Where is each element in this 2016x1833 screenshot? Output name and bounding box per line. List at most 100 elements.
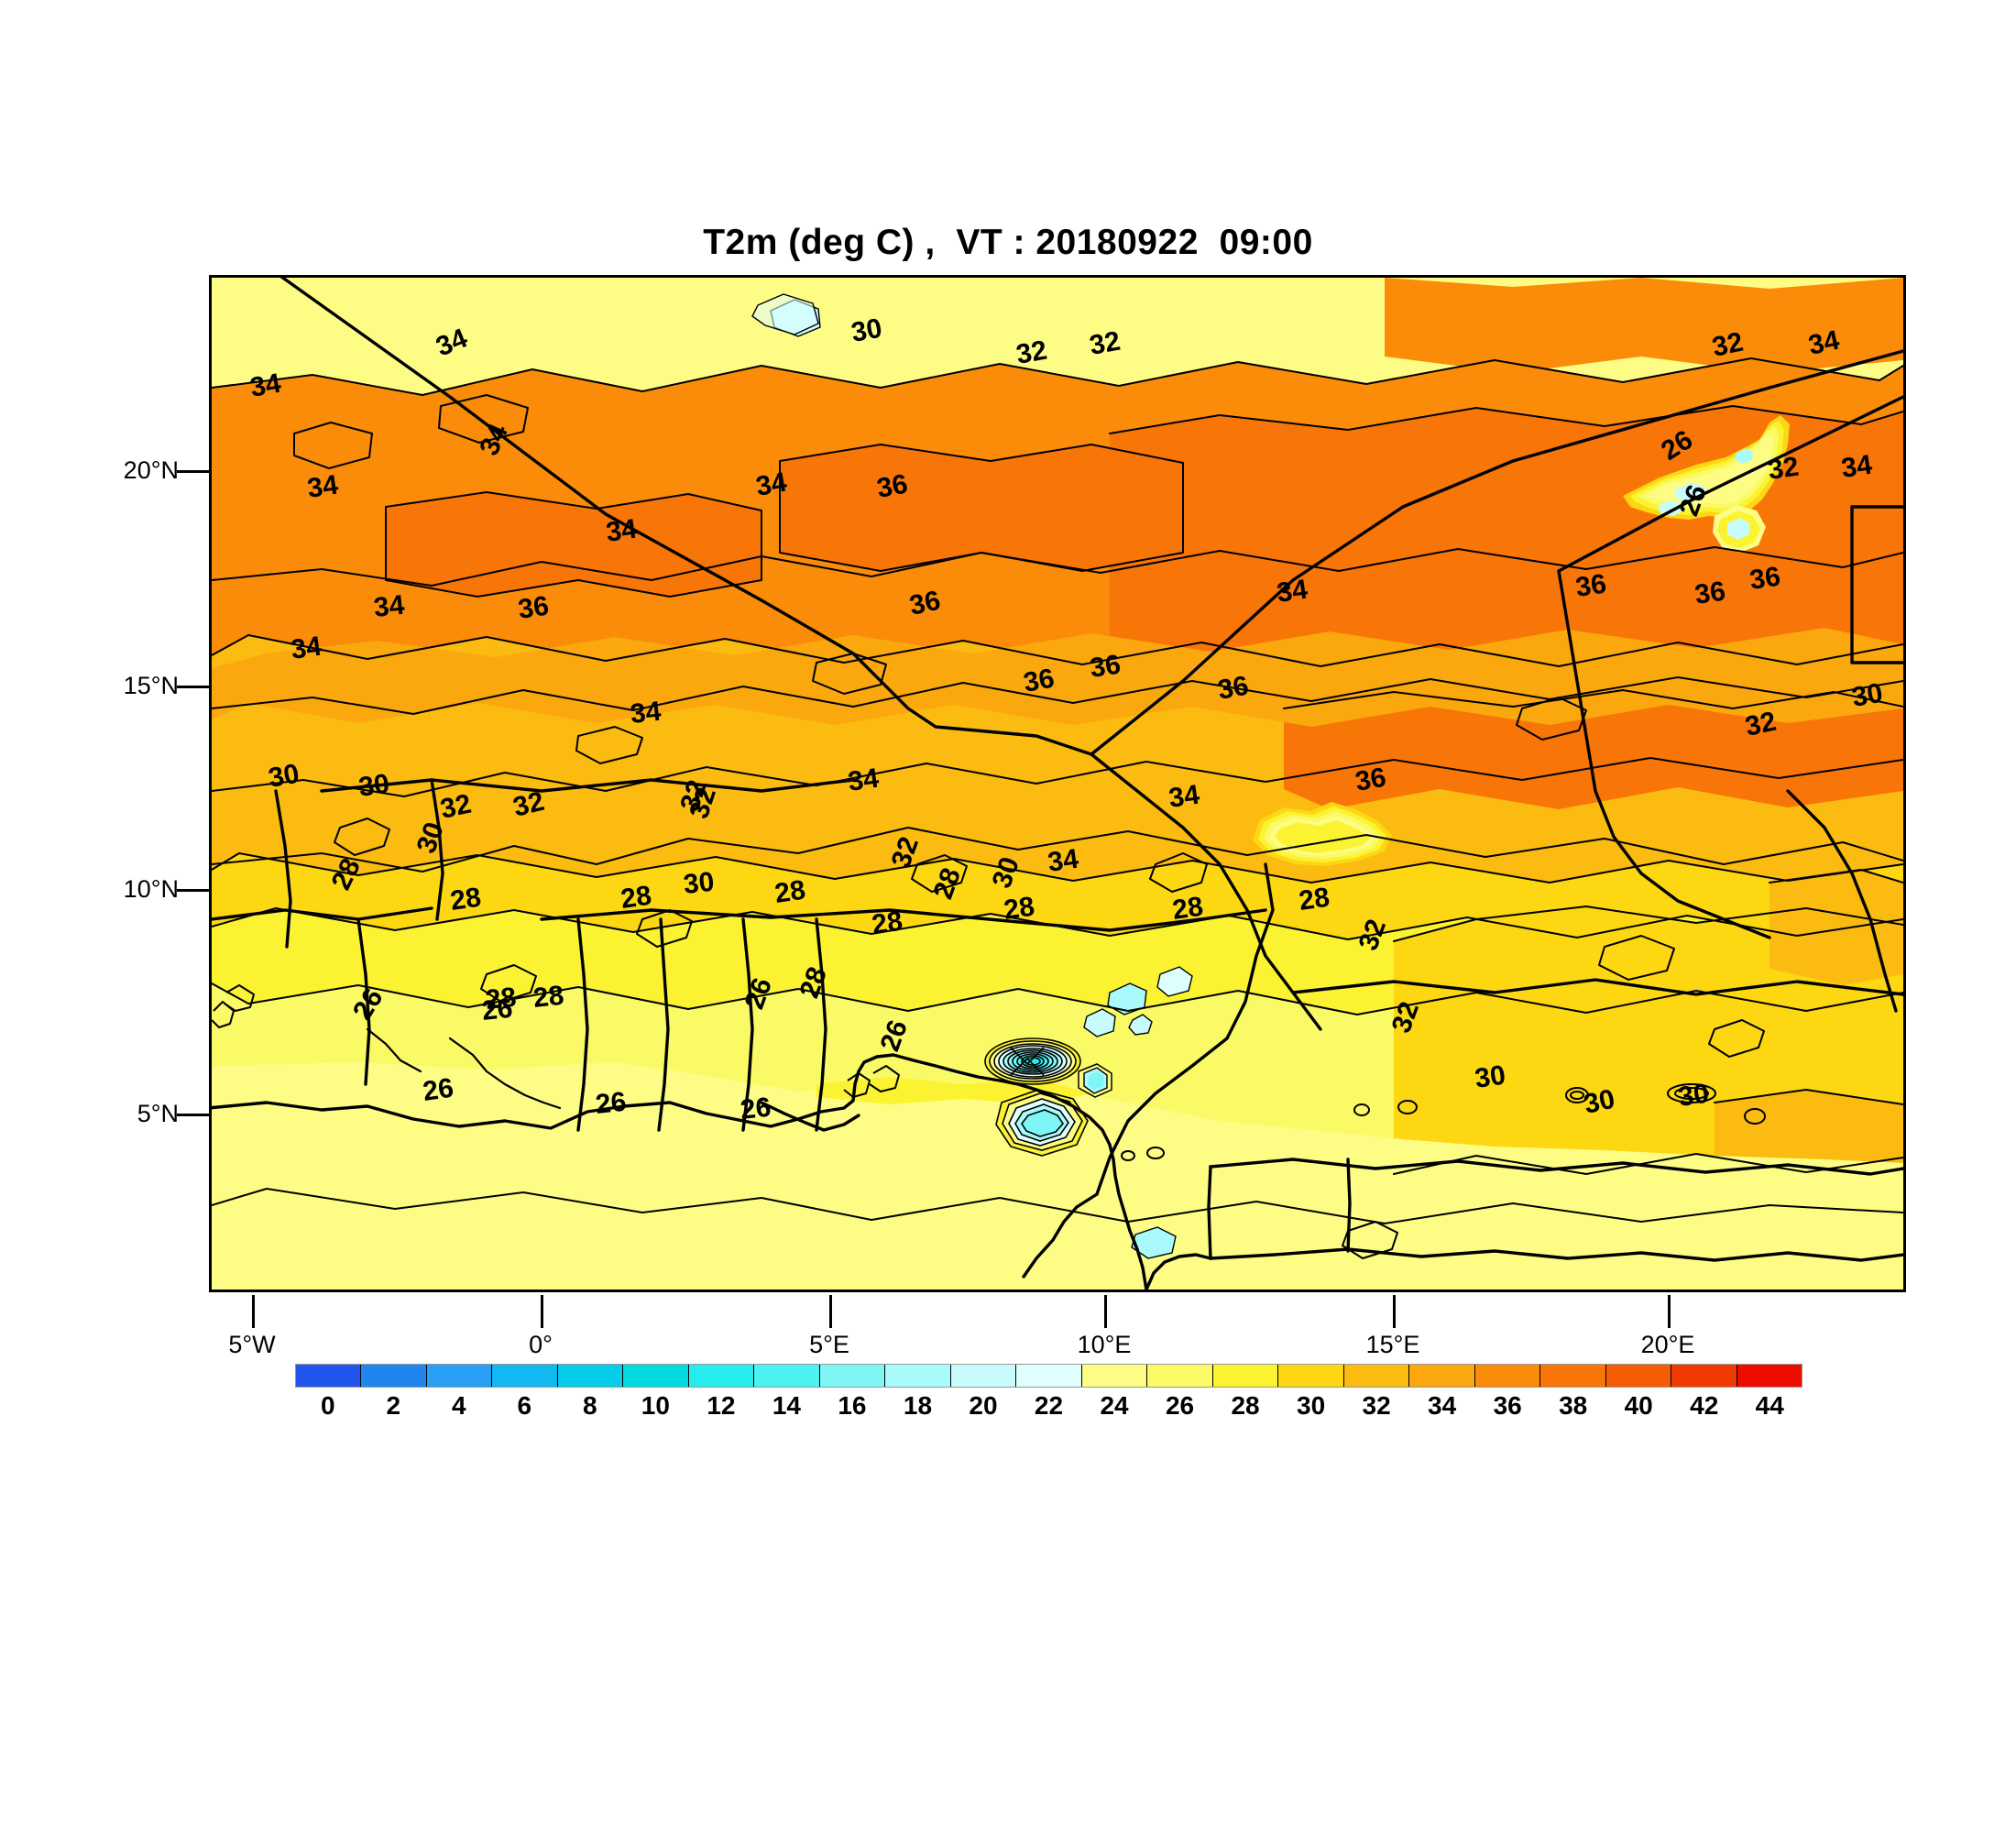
- x-axis-tick-5w: [252, 1295, 255, 1328]
- colorbar-segment: [1147, 1365, 1213, 1387]
- colorbar-tick-label: 10: [641, 1391, 670, 1420]
- y-axis-tick-15n: [177, 686, 210, 688]
- svg-text:36: 36: [1748, 562, 1782, 596]
- colorbar-tick-label: 42: [1690, 1391, 1719, 1420]
- svg-text:28: 28: [531, 981, 565, 1014]
- svg-text:28: 28: [619, 881, 653, 915]
- svg-text:28: 28: [448, 883, 483, 916]
- svg-text:34: 34: [846, 763, 881, 797]
- colorbar-segment: [1409, 1365, 1475, 1387]
- svg-text:28: 28: [484, 982, 518, 1015]
- svg-text:32: 32: [1710, 327, 1747, 363]
- colorbar-segment: [688, 1365, 755, 1387]
- svg-text:34: 34: [247, 368, 283, 403]
- colorbar-segment: [623, 1365, 689, 1387]
- colorbar-segment: [1737, 1365, 1802, 1387]
- colorbar-segment: [885, 1365, 951, 1387]
- svg-text:34: 34: [1046, 844, 1080, 878]
- colorbar-segment: [492, 1365, 558, 1387]
- svg-text:30: 30: [1849, 678, 1885, 713]
- svg-text:36: 36: [1693, 576, 1727, 610]
- colorbar-segment: [1278, 1365, 1344, 1387]
- svg-text:30: 30: [266, 759, 301, 794]
- svg-text:26: 26: [421, 1073, 455, 1107]
- y-axis-tick-20n: [177, 470, 210, 473]
- colorbar-tick-label: 32: [1362, 1391, 1391, 1420]
- svg-text:28: 28: [870, 906, 904, 940]
- svg-text:32: 32: [438, 789, 475, 825]
- x-axis-label-15e: 15°E: [1365, 1331, 1420, 1358]
- colorbar-segment: [1212, 1365, 1279, 1387]
- svg-text:32: 32: [1743, 707, 1780, 742]
- svg-text:36: 36: [874, 469, 910, 504]
- colorbar-tick-label: 4: [452, 1391, 466, 1420]
- svg-text:30: 30: [849, 313, 884, 348]
- colorbar-segment: [1474, 1365, 1541, 1387]
- colorbar-tick-label: 40: [1624, 1391, 1653, 1420]
- x-axis-tick-5e: [829, 1295, 832, 1328]
- svg-text:32: 32: [510, 786, 547, 823]
- colorbar-tick-label: 18: [903, 1391, 933, 1420]
- svg-text:36: 36: [1353, 763, 1388, 797]
- colorbar-tick-label: 30: [1297, 1391, 1326, 1420]
- colorbar-segment: [1540, 1365, 1606, 1387]
- x-axis-tick-20e: [1668, 1295, 1671, 1328]
- svg-text:34: 34: [372, 590, 406, 623]
- colorbar[interactable]: [295, 1364, 1802, 1388]
- x-axis-label-10e: 10°E: [1077, 1331, 1132, 1358]
- x-axis-label-5e: 5°E: [809, 1331, 849, 1358]
- svg-text:26: 26: [594, 1087, 628, 1120]
- colorbar-tick-label: 6: [517, 1391, 532, 1420]
- temperature-contour-map: 34 34 34 34 34 36 32 32 34 30 30 30 28 2…: [212, 278, 1903, 1290]
- svg-text:30: 30: [356, 769, 391, 803]
- colorbar-segment: [1605, 1365, 1672, 1387]
- y-axis-label-20n: 20°N: [123, 456, 179, 484]
- svg-text:34: 34: [1806, 325, 1843, 361]
- svg-text:34: 34: [1839, 450, 1874, 484]
- map-plot-area[interactable]: 34 34 34 34 34 36 32 32 34 30 30 30 28 2…: [209, 275, 1906, 1292]
- x-axis-label-0: 0°: [529, 1331, 553, 1358]
- colorbar-segment: [754, 1365, 820, 1387]
- colorbar-tick-label: 28: [1231, 1391, 1260, 1420]
- colorbar-tick-label: 2: [386, 1391, 401, 1420]
- svg-text:30: 30: [682, 867, 716, 900]
- colorbar-segment: [1016, 1365, 1082, 1387]
- colorbar-tick-labels: 0 2 4 6 8 10 12 14 16 18 20 22 24 26 28 30 32 34 36 38 40 42 4…: [295, 1391, 1802, 1428]
- colorbar-segment: [361, 1365, 427, 1387]
- x-axis-tick-10e: [1104, 1295, 1107, 1328]
- y-axis-label-10n: 10°N: [123, 875, 179, 903]
- colorbar-tick-label: 34: [1428, 1391, 1457, 1420]
- svg-text:32: 32: [1013, 335, 1049, 370]
- colorbar-segment: [426, 1365, 493, 1387]
- colorbar-tick-label: 20: [969, 1391, 998, 1420]
- colorbar-tick-label: 36: [1493, 1391, 1522, 1420]
- svg-text:34: 34: [1167, 780, 1201, 814]
- y-axis-label-15n: 15°N: [123, 672, 179, 699]
- colorbar-segment: [1343, 1365, 1410, 1387]
- svg-text:36: 36: [1088, 650, 1123, 684]
- svg-text:36: 36: [1021, 664, 1057, 698]
- colorbar-tick-label: 8: [583, 1391, 597, 1420]
- svg-text:34: 34: [1275, 575, 1309, 609]
- svg-text:26: 26: [480, 993, 514, 1026]
- svg-text:28: 28: [1170, 892, 1205, 926]
- svg-text:30: 30: [1473, 1060, 1507, 1094]
- svg-text:32: 32: [1766, 452, 1801, 486]
- colorbar-tick-label: 22: [1034, 1391, 1064, 1420]
- colorbar-tick-label: 14: [772, 1391, 801, 1420]
- colorbar-tick-label: 0: [320, 1391, 335, 1420]
- svg-text:34: 34: [753, 467, 789, 502]
- colorbar-segment: [1081, 1365, 1148, 1387]
- svg-text:28: 28: [1297, 883, 1331, 916]
- colorbar-tick-label: 44: [1755, 1391, 1784, 1420]
- colorbar-tick-label: 24: [1100, 1391, 1129, 1420]
- x-axis-label-20e: 20°E: [1640, 1331, 1695, 1358]
- svg-text:36: 36: [907, 586, 944, 621]
- svg-text:36: 36: [1573, 569, 1608, 603]
- svg-text:30: 30: [1676, 1079, 1711, 1113]
- y-axis-label-5n: 5°N: [137, 1100, 179, 1127]
- x-axis-tick-15e: [1393, 1295, 1396, 1328]
- svg-text:28: 28: [1002, 892, 1036, 926]
- svg-text:34: 34: [604, 514, 639, 548]
